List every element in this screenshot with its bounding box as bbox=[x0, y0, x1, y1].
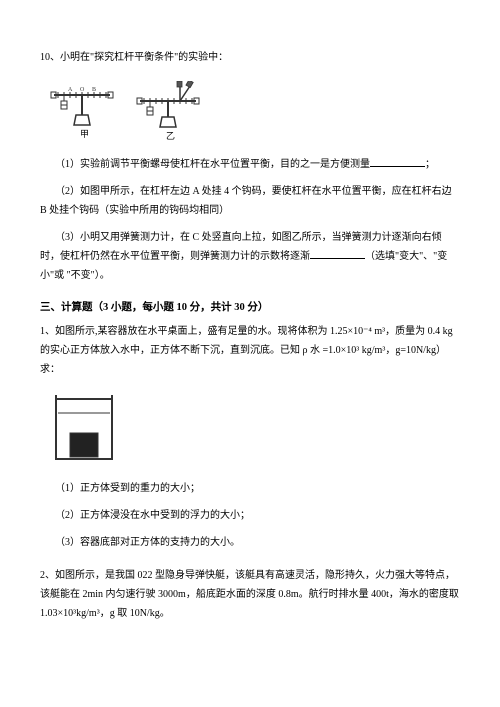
q2-stem: 2、如图所示，是我国 022 型隐身导弹快艇，该艇具有高速灵活，隐形持久，火力强… bbox=[40, 566, 460, 623]
section3-title: 三、计算题（3 小题，每小题 10 分，共计 30 分） bbox=[40, 299, 460, 314]
q10-sub3: （3）小明又用弹簧测力计，在 C 处竖直向上拉，如图乙所示，当弹簧测力计逐渐向右… bbox=[40, 228, 460, 285]
blank-1 bbox=[370, 158, 425, 167]
lever-figure-right: 乙 bbox=[134, 81, 204, 141]
q1-sub3: （3）容器底部对正方体的支持力的大小。 bbox=[40, 533, 460, 552]
svg-text:B: B bbox=[92, 87, 96, 93]
q10-sub1-pre: （1）实验前调节平衡螺母使杠杆在水平位置平衡，目的之一是方便测量 bbox=[55, 159, 370, 170]
q10-sub1-post: ； bbox=[425, 159, 435, 170]
svg-text:O: O bbox=[80, 87, 85, 93]
lever-figure-left: A O B 甲 bbox=[48, 81, 116, 141]
fig-label-right: 乙 bbox=[166, 131, 175, 141]
svg-text:A: A bbox=[68, 87, 73, 93]
q10-sub1: （1）实验前调节平衡螺母使杠杆在水平位置平衡，目的之一是方便测量 ； bbox=[40, 155, 460, 174]
q1-sub1: （1）正方体受到的重力的大小； bbox=[40, 479, 460, 498]
fig-label-left: 甲 bbox=[80, 129, 89, 139]
q10-stem: 10、小明在"探究杠杆平衡条件"的实验中： bbox=[40, 48, 460, 67]
q1-stem: 1、如图所示,某容器放在水平桌面上，盛有足量的水。现将体积为 1.25×10⁻⁴… bbox=[40, 322, 460, 379]
q1-sub2: （2）正方体浸没在水中受到的浮力的大小； bbox=[40, 506, 460, 525]
q10-figures: A O B 甲 乙 bbox=[48, 81, 460, 141]
q10-sub2: （2）如图甲所示，在杠杆左边 A 处挂 4 个钩码，要使杠杆在水平位置平衡，应在… bbox=[40, 182, 460, 220]
container-cube-figure bbox=[48, 393, 120, 465]
q1-figure bbox=[48, 393, 460, 465]
blank-2 bbox=[310, 250, 365, 259]
